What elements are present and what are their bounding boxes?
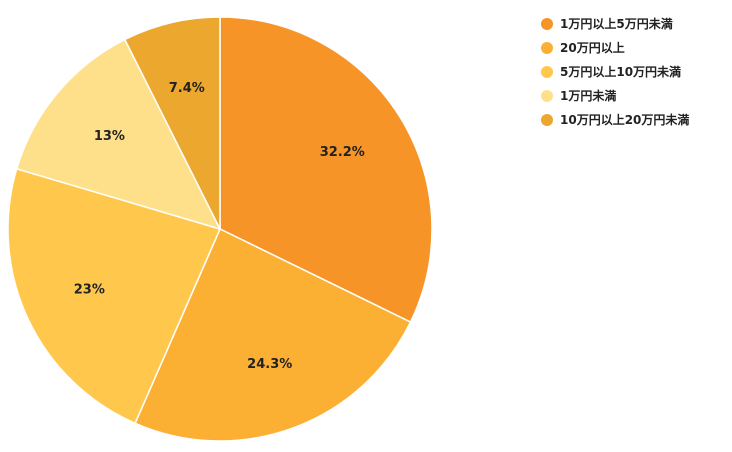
pie-slice-1-value-label: 32.2% <box>320 145 365 160</box>
legend-label-5: 10万円以上20万円未満 <box>560 112 689 127</box>
legend-label-2: 20万円以上 <box>560 40 625 55</box>
pie-slice-2 <box>134 227 412 442</box>
legend-label-3: 5万円以上10万円未満 <box>560 64 681 79</box>
legend-label-1: 1万円以上5万円未満 <box>560 16 673 31</box>
pie-slice-4-value-label: 13% <box>94 129 125 144</box>
pie-slice-5-value-label: 7.4% <box>169 81 205 96</box>
pie-slice-3 <box>7 167 222 425</box>
pie-slice-labels: 32.2% 24.3% 23% 13% 7.4% <box>74 81 365 372</box>
legend-marker-4 <box>541 90 553 102</box>
legend-marker-1 <box>541 18 553 30</box>
pie-slice-3-value-label: 23% <box>74 282 105 297</box>
legend-marker-2 <box>541 42 553 54</box>
pie-slice-4 <box>15 38 222 231</box>
pie-slice-2-value-label: 24.3% <box>247 357 292 372</box>
pie-slices <box>7 16 433 442</box>
legend-marker-5 <box>541 114 553 126</box>
legend-label-4: 1万円未満 <box>560 88 616 103</box>
legend-marker-3 <box>541 66 553 78</box>
legend: 1万円以上5万円未満 20万円以上 5万円以上10万円未満 1万円未満 10万円以上20… <box>541 16 689 127</box>
pie-slice-1 <box>219 16 433 324</box>
pie-slice-5 <box>123 16 221 230</box>
